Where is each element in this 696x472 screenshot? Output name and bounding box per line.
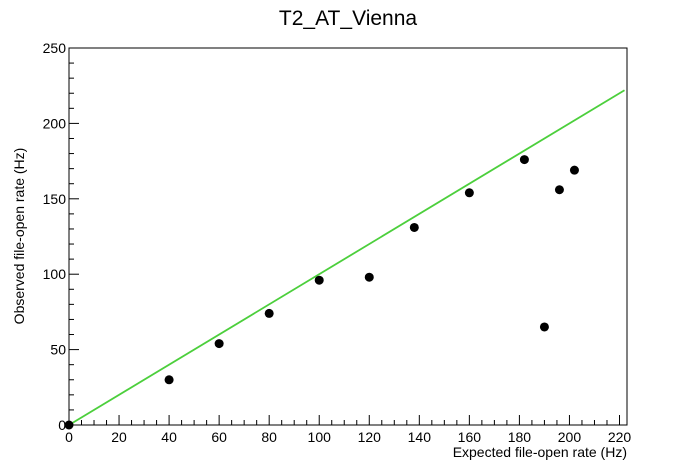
x-tick-label: 60 — [211, 429, 227, 445]
data-point — [409, 222, 419, 232]
y-tick-label: 50 — [50, 342, 66, 358]
data-point — [464, 188, 474, 198]
data-point — [569, 165, 579, 175]
data-point — [519, 155, 529, 165]
reference-line-group — [68, 89, 625, 426]
x-tick-label: 200 — [558, 429, 582, 445]
data-points — [64, 155, 579, 430]
x-tick-label: 0 — [65, 429, 73, 445]
x-tick-label: 100 — [308, 429, 332, 445]
data-point — [64, 420, 74, 430]
x-tick-label: 180 — [508, 429, 532, 445]
y-tick-label: 100 — [43, 266, 67, 282]
x-tick-label: 140 — [408, 429, 432, 445]
data-point — [554, 185, 564, 195]
data-point — [264, 308, 274, 318]
chart-title: T2_AT_Vienna — [279, 7, 417, 30]
data-point — [539, 322, 549, 332]
plot-frame — [68, 47, 628, 426]
y-tick-label: 200 — [43, 115, 67, 131]
x-tick-label: 220 — [608, 429, 632, 445]
x-tick-label: 120 — [358, 429, 382, 445]
x-tick-label: 80 — [261, 429, 277, 445]
y-axis-label: Observed file-open rate (Hz) — [11, 148, 27, 325]
data-point — [164, 375, 174, 385]
data-point — [364, 272, 374, 282]
data-point — [314, 275, 324, 285]
axes: 0 50 100 150 200 250 0 20 40 60 80 100 120 140 160 180 2… — [43, 40, 632, 445]
x-axis-label: Expected file-open rate (Hz) — [453, 444, 627, 460]
x-tick-label: 40 — [161, 429, 177, 445]
reference-line — [68, 89, 625, 426]
data-point — [214, 339, 224, 349]
y-tick-label: 0 — [58, 417, 66, 433]
y-tick-label: 150 — [43, 191, 67, 207]
x-tick-label: 160 — [458, 429, 482, 445]
y-tick-label: 250 — [43, 40, 67, 56]
x-tick-label: 20 — [111, 429, 127, 445]
